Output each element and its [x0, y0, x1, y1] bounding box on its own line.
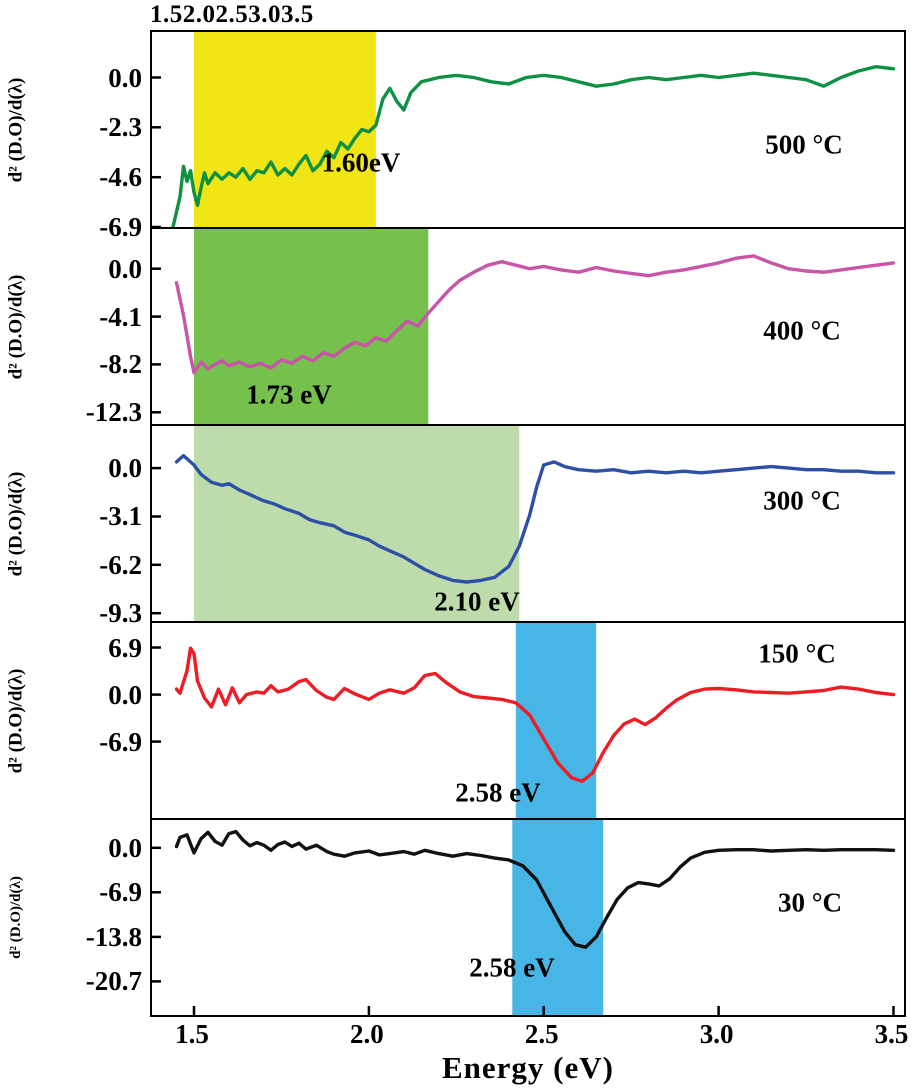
y-axis-title-text: d² (D.O)/d(λ) — [5, 668, 27, 773]
y-tick-label: -3.1 — [99, 501, 142, 532]
temp-label: 150 °C — [758, 638, 836, 669]
y-tick-label: 6.9 — [108, 632, 142, 663]
panel-row-400c: d² (D.O)/d(λ) 0.0 -4.1 -8.2 -12.3 400 °C 1.… — [0, 227, 922, 428]
plot-panel-300c: 300 °C 2.10 eV — [150, 424, 906, 623]
spectrum-curve — [174, 829, 896, 949]
plot-panel-400c: 400 °C 1.73 eV — [150, 227, 906, 426]
y-tick-label: -13.8 — [85, 921, 142, 952]
highlight-band — [194, 229, 429, 424]
y-tick-label: -2.3 — [99, 112, 142, 143]
panel-row-150c: d² (D.O)/d(λ) 6.9 0.0 -6.9 150 °C 2.58 eV — [0, 621, 922, 820]
x-tick-label: 2.0 — [350, 1019, 384, 1049]
spectrum-curve — [174, 646, 896, 783]
y-tick-label: -6.2 — [99, 549, 142, 580]
top-tick-label: 2.5 — [215, 1, 249, 28]
plot-panel-30c: 30 °C 2.58 eV — [150, 818, 906, 1017]
temp-label: 500 °C — [765, 129, 843, 160]
panel-row-500c: d² (D.O)/d(λ) 0.0 -2.3 -4.6 -6.9 500 °C 1.6… — [0, 30, 922, 243]
x-tick-label: 3.5 — [874, 1019, 909, 1049]
highlight-band — [515, 623, 597, 818]
y-axis-title-text: d² (D.O)/d(λ) — [5, 471, 27, 576]
plot-svg — [152, 820, 896, 1015]
plot-svg — [152, 426, 896, 621]
y-tick-label: -6.9 — [99, 877, 142, 908]
peak-annotation: 1.60eV — [321, 147, 401, 178]
y-tick-label: -12.3 — [85, 397, 142, 428]
x-tick-labels: 1.5 2.0 2.5 3.0 3.5 — [150, 1019, 908, 1053]
y-tick-labels: 0.0 -3.1 -6.2 -9.3 — [28, 424, 146, 628]
spectrum-curve — [171, 65, 896, 227]
highlight-band — [194, 32, 376, 227]
peak-annotation: 2.58 eV — [469, 952, 555, 983]
highlight-band — [194, 426, 520, 621]
y-tick-labels: 0.0 -6.9 -13.8 -20.7 — [28, 818, 146, 1017]
temp-label: 300 °C — [763, 485, 841, 516]
y-tick-labels: 0.0 -2.3 -4.6 -6.9 — [28, 30, 146, 243]
y-axis-title-text: d² (D.O)/d(λ) — [5, 77, 27, 182]
y-tick-label: -4.6 — [99, 162, 142, 193]
plot-panel-150c: 150 °C 2.58 eV — [150, 621, 906, 820]
spectrum-curve — [174, 254, 896, 375]
plot-svg — [152, 623, 896, 818]
x-tick-label: 1.5 — [175, 1019, 209, 1049]
y-axis-title-text: d² (D.O)/d(λ) — [5, 274, 27, 379]
y-tick-label: -6.9 — [99, 726, 142, 757]
y-tick-label: -9.3 — [99, 598, 142, 629]
top-tick-label: 2.0 — [182, 1, 216, 28]
y-tick-label: 0.0 — [108, 832, 142, 863]
y-tick-label: 0.0 — [108, 679, 142, 710]
top-tick-label: 3.0 — [248, 1, 281, 28]
peak-annotation: 1.73 eV — [246, 379, 332, 410]
x-axis-title: Energy (eV) — [442, 1050, 614, 1085]
y-tick-label: 0.0 — [108, 453, 142, 484]
panel-row-300c: d² (D.O)/d(λ) 0.0 -3.1 -6.2 -9.3 300 °C 2.1… — [0, 424, 922, 628]
y-tick-labels: 6.9 0.0 -6.9 — [28, 621, 146, 820]
temp-label: 400 °C — [763, 315, 841, 346]
x-tick-label: 3.0 — [699, 1019, 734, 1049]
top-tick-label: 1.5 — [150, 1, 183, 28]
y-tick-labels: 0.0 -4.1 -8.2 -12.3 — [28, 227, 146, 428]
peak-annotation: 2.10 eV — [434, 586, 520, 617]
top-tick-label: 3.5 — [281, 1, 314, 28]
y-tick-label: -6.9 — [99, 212, 142, 242]
y-axis-title-text: d² (D.O)/d(λ) — [7, 876, 24, 959]
y-tick-label: 0.0 — [108, 62, 142, 93]
x-tick-label: 2.5 — [524, 1019, 559, 1049]
spectrum-curve — [174, 453, 896, 584]
y-tick-label: -4.1 — [99, 301, 142, 332]
plot-svg — [152, 32, 896, 227]
y-tick-label: -20.7 — [85, 966, 142, 997]
top-axis-labels: 1.52.02.53.03.5 — [150, 1, 314, 29]
temp-label: 30 °C — [777, 887, 843, 918]
plot-svg — [152, 229, 896, 424]
y-tick-label: -8.2 — [99, 349, 142, 380]
plot-panel-500c: 500 °C 1.60eV — [150, 30, 906, 229]
peak-annotation: 2.58 eV — [455, 777, 541, 808]
panel-row-30c: d² (D.O)/d(λ) 0.0 -6.9 -13.8 -20.7 30 °C 2.… — [0, 818, 922, 1017]
y-tick-label: 0.0 — [108, 253, 142, 284]
